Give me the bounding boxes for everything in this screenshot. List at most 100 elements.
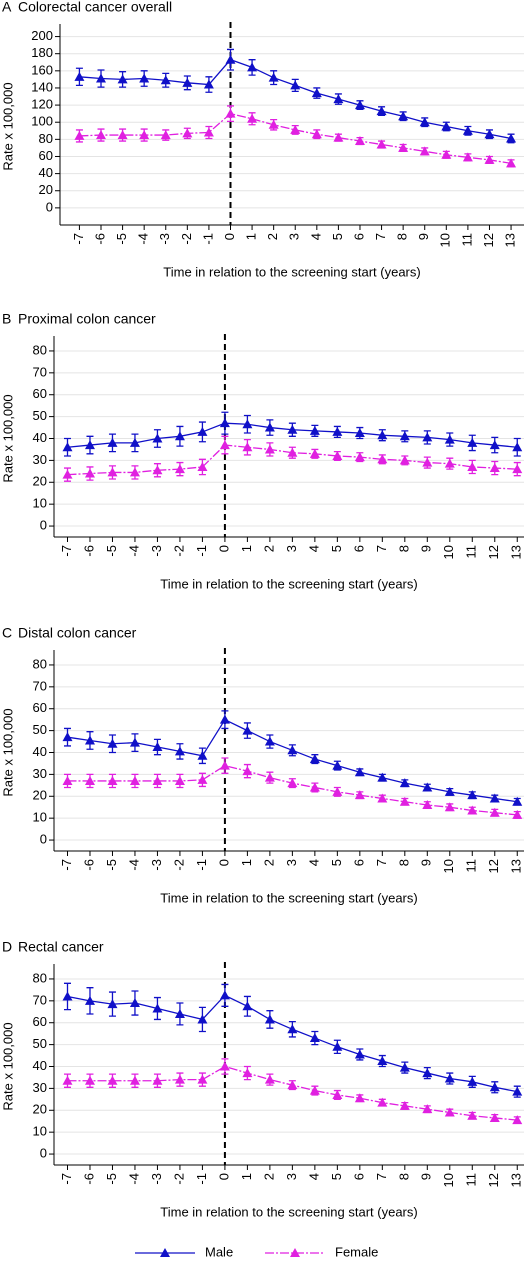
marker [467,1076,478,1086]
marker [174,775,185,785]
marker [512,442,523,452]
marker [160,75,171,85]
y-tick-label: 60 [33,700,47,715]
marker [197,1014,208,1024]
marker [242,1068,253,1078]
marker [139,73,150,83]
x-tick-label: -7 [59,545,74,557]
marker [197,426,208,436]
marker [399,778,410,788]
marker [96,73,107,83]
marker [444,802,455,812]
marker [107,775,118,785]
marker [62,469,73,479]
x-tick-label: 2 [261,859,276,866]
y-axis-title: Rate x 100,000 [0,394,15,482]
marker [419,117,430,127]
marker [309,1085,320,1095]
marker [377,430,388,440]
legend-label: Female [335,1244,378,1259]
x-tick-label: -3 [149,545,164,557]
x-tick-label: -1 [194,545,209,557]
marker [152,775,163,785]
marker [399,796,410,806]
marker [311,129,322,139]
x-tick-label: 6 [351,545,366,552]
marker [467,437,478,447]
x-tick-label: 11 [459,233,474,247]
y-tick-label: 0 [40,1145,47,1160]
marker [287,1024,298,1034]
marker [441,121,452,131]
marker [152,742,163,752]
marker [332,1089,343,1099]
marker [74,71,85,81]
marker [219,440,230,450]
marker [354,1093,365,1103]
marker [332,786,343,796]
x-tick-label: -6 [81,859,96,871]
x-tick-label: -7 [59,1173,74,1185]
x-tick-label: 4 [306,1173,321,1180]
marker [333,132,344,142]
marker [309,782,320,792]
marker [354,790,365,800]
y-tick-label: 80 [33,970,47,985]
y-tick-label: 20 [33,474,47,489]
marker [376,139,387,149]
x-tick-label: 5 [330,233,345,240]
marker [489,807,500,817]
x-tick-label: 2 [261,1173,276,1180]
x-tick-label: 8 [396,545,411,552]
marker [247,113,258,123]
marker [62,775,73,785]
marker [399,1062,410,1072]
marker [287,778,298,788]
marker [242,419,253,429]
marker [247,62,258,72]
marker [354,100,365,110]
marker [376,106,387,116]
y-tick-label: 80 [33,342,47,357]
marker [219,760,230,770]
x-tick-label: 1 [239,545,254,552]
x-tick-label: 0 [222,233,237,240]
x-tick-label: -2 [171,859,186,871]
y-tick-label: 50 [33,408,47,423]
marker [268,119,279,129]
marker [84,468,95,478]
marker [242,766,253,776]
marker [354,767,365,777]
panel-label: A [2,0,12,15]
y-tick-label: 140 [31,79,53,94]
y-tick-label: 180 [31,45,53,60]
marker [484,154,495,164]
marker [219,1061,230,1071]
marker [422,1104,433,1114]
x-tick-label: 6 [351,1173,366,1180]
marker [422,432,433,442]
x-tick-label: 0 [216,545,231,552]
marker [264,422,275,432]
y-tick-label: 80 [39,131,53,146]
x-tick-label: 9 [416,233,431,240]
x-tick-label: 8 [396,859,411,866]
y-tick-label: 60 [33,1014,47,1029]
marker [354,428,365,438]
marker [129,437,140,447]
y-tick-label: 60 [39,148,53,163]
x-axis-title: Time in relation to the screening start … [160,890,417,905]
marker [444,786,455,796]
marker [107,738,118,748]
marker [174,431,185,441]
x-tick-label: 7 [373,233,388,240]
marker [290,80,301,90]
x-axis-title: Time in relation to the screening start … [163,264,420,279]
x-tick-label: 11 [464,545,479,559]
marker [287,745,298,755]
x-tick-label: 7 [374,1173,389,1180]
x-tick-label: 10 [438,233,453,247]
marker [419,146,430,156]
y-tick-label: 0 [40,831,47,846]
marker [62,991,73,1001]
